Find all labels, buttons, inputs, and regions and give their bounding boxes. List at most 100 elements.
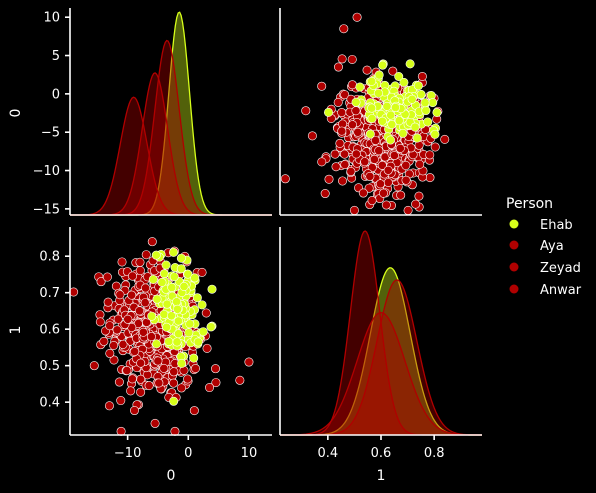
scatter-point (105, 348, 115, 358)
scatter-point (166, 311, 176, 321)
y-axis-label-0: 0 (8, 109, 24, 118)
scatter-point (102, 272, 112, 282)
scatter-point (146, 332, 156, 342)
scatter-point (335, 138, 345, 148)
scatter-point (367, 103, 377, 113)
scatter-point (198, 327, 208, 337)
scatter-point (414, 191, 424, 201)
scatter-point (191, 363, 201, 373)
scatter-point (135, 306, 145, 316)
legend-marker-ehab (509, 219, 519, 229)
scatter-point (169, 378, 179, 388)
legend-label-ehab: Ehab (540, 218, 573, 233)
scatter-point (122, 365, 132, 375)
y-tick-label: 0.5 (39, 359, 60, 374)
scatter-point (423, 117, 433, 127)
scatter-point (401, 160, 411, 170)
scatter-point (352, 12, 362, 22)
x-axis-label-0: 0 (167, 468, 176, 484)
scatter-point (383, 177, 393, 187)
y-tick-label: 0.4 (39, 396, 60, 411)
kde-fill-aya (70, 40, 272, 216)
scatter-point (127, 374, 137, 384)
scatter-point (317, 157, 327, 167)
scatter-point (389, 151, 399, 161)
scatter-point (123, 314, 133, 324)
scatter-point (206, 322, 216, 332)
scatter-point (164, 337, 174, 347)
scatter-point (432, 107, 442, 117)
scatter-point (147, 237, 157, 247)
y-tick-label: 5 (52, 49, 60, 64)
scatter-point (340, 149, 350, 159)
scatter-point (411, 199, 421, 209)
x-axis-label-1: 1 (377, 468, 386, 484)
scatter-point (396, 190, 406, 200)
scatter-point (128, 271, 138, 281)
scatter-point (207, 284, 217, 294)
scatter-point (129, 406, 139, 416)
scatter-point (324, 174, 334, 184)
scatter-point (365, 171, 375, 181)
scatter-point (177, 358, 187, 368)
scatter-point (126, 386, 136, 396)
scatter-point (162, 299, 172, 309)
scatter-point (162, 322, 172, 332)
scatter-point (375, 179, 385, 189)
legend-marker-anwar (509, 284, 519, 294)
scatter-point (387, 120, 397, 130)
y-tick-label: −15 (33, 202, 60, 217)
scatter-point (138, 327, 148, 337)
scatter-point (176, 264, 186, 274)
scatter-point (398, 128, 408, 138)
scatter-point (367, 114, 377, 124)
scatter-point (109, 355, 119, 365)
scatter-point (338, 176, 348, 186)
scatter-point (407, 94, 417, 104)
scatter-point (410, 122, 420, 132)
kde-fill-zeyad (280, 279, 482, 435)
panel-1-1-kde (280, 230, 483, 436)
scatter-point (365, 129, 375, 139)
scatter-point (425, 173, 435, 183)
scatter-point (109, 340, 119, 350)
scatter-point (347, 80, 357, 90)
scatter-point (349, 205, 359, 215)
scatter-point (416, 89, 426, 99)
scatter-point (364, 183, 374, 193)
scatter-point (369, 154, 379, 164)
scatter-point (112, 325, 122, 335)
kde-fill-anwar (280, 312, 482, 435)
y-tick-label: −10 (33, 164, 60, 179)
scatter-point (136, 358, 146, 368)
scatter-point (337, 54, 347, 64)
kde-line-anwar (280, 311, 482, 436)
scatter-point (374, 70, 384, 80)
scatter-point (104, 401, 114, 411)
scatter-point (333, 62, 343, 72)
scatter-point (430, 129, 440, 139)
scatter-point (95, 317, 105, 327)
kde-fill-anwar (70, 97, 272, 215)
scatter-point (151, 339, 161, 349)
scatter-point (205, 383, 215, 393)
scatter-point (185, 319, 195, 329)
scatter-point (136, 387, 146, 397)
x-tick-label: 0.4 (317, 446, 338, 461)
y-tick-label: 10 (43, 11, 60, 26)
scatter-point (183, 374, 193, 384)
scatter-point (360, 157, 370, 167)
scatter-point (388, 66, 398, 76)
scatter-point (307, 131, 317, 141)
scatter-point (184, 328, 194, 338)
scatter-point (159, 363, 169, 373)
x-tick-label: 0.8 (424, 446, 445, 461)
y-tick-label: 0 (52, 87, 60, 102)
scatter-point (340, 160, 350, 170)
scatter-point (201, 308, 211, 318)
scatter-point (147, 311, 157, 321)
scatter-point (339, 24, 349, 34)
scatter-point (130, 346, 140, 356)
scatter-point (159, 309, 169, 319)
